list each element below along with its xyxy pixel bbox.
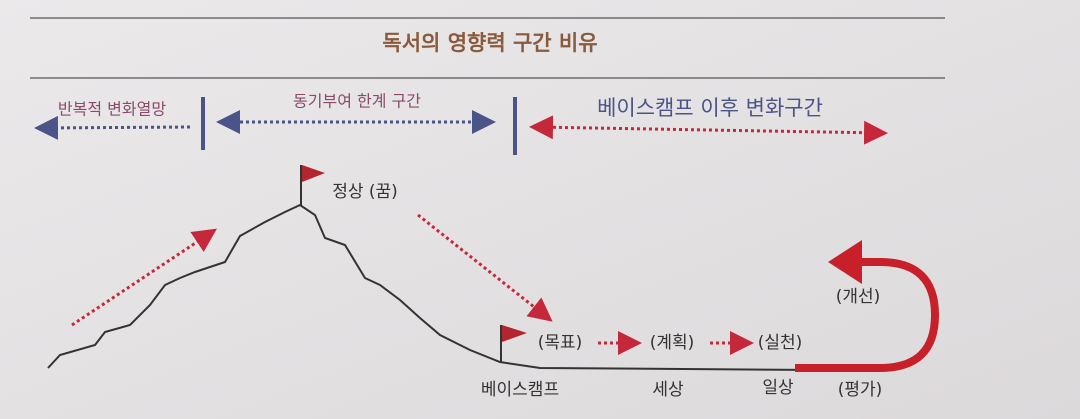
place-label: 일상 [762,378,794,398]
cycle-arrow [795,258,940,372]
zone-arrow [34,115,191,140]
dotted-arrow [417,213,553,322]
step-label: (실천) [758,333,803,353]
flag [302,165,325,182]
step-label: (목표) [538,333,583,353]
dotted-arrow [71,228,217,327]
place-label: 세상 [652,380,684,400]
mountain [47,203,821,371]
flag [502,325,527,342]
title: 독서의 영향력 구간 비유 [382,31,597,55]
zone-label: 베이스캠프 이후 변화구간 [597,96,823,120]
step-label: (계획) [650,333,695,353]
place-label: 베이스캠프 [481,380,559,400]
step-label: (개선) [836,287,881,307]
cycle-arrowhead [828,240,862,284]
peak-label: 정상 (꿈) [332,182,398,202]
zone-label: 반복적 변화열망 [58,100,166,119]
zone-arrow [529,115,888,145]
step-label: (평가) [838,380,883,400]
zone-label: 동기부여 한계 구간 [293,92,421,111]
